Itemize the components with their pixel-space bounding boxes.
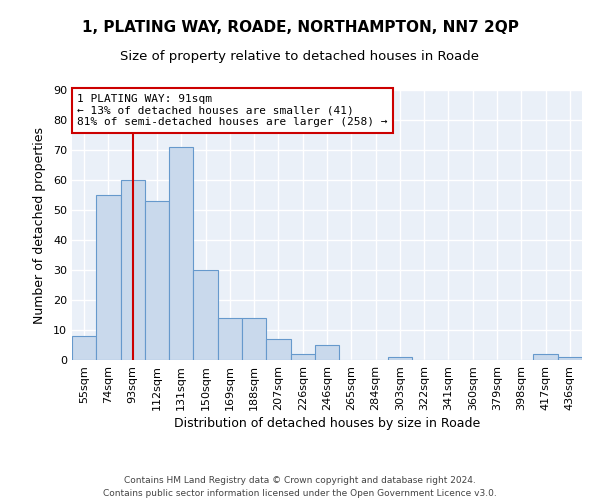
Bar — [193, 270, 218, 360]
Bar — [290, 354, 315, 360]
Bar — [169, 147, 193, 360]
Bar — [96, 195, 121, 360]
X-axis label: Distribution of detached houses by size in Roade: Distribution of detached houses by size … — [174, 417, 480, 430]
Bar — [72, 336, 96, 360]
Bar — [388, 357, 412, 360]
Bar — [533, 354, 558, 360]
Text: 1, PLATING WAY, ROADE, NORTHAMPTON, NN7 2QP: 1, PLATING WAY, ROADE, NORTHAMPTON, NN7 … — [82, 20, 518, 35]
Bar — [145, 201, 169, 360]
Bar — [558, 357, 582, 360]
Text: 1 PLATING WAY: 91sqm
← 13% of detached houses are smaller (41)
81% of semi-detac: 1 PLATING WAY: 91sqm ← 13% of detached h… — [77, 94, 388, 127]
Y-axis label: Number of detached properties: Number of detached properties — [33, 126, 46, 324]
Bar — [218, 318, 242, 360]
Text: Contains HM Land Registry data © Crown copyright and database right 2024.: Contains HM Land Registry data © Crown c… — [124, 476, 476, 485]
Bar — [315, 345, 339, 360]
Bar — [242, 318, 266, 360]
Text: Size of property relative to detached houses in Roade: Size of property relative to detached ho… — [121, 50, 479, 63]
Bar — [121, 180, 145, 360]
Bar — [266, 339, 290, 360]
Text: Contains public sector information licensed under the Open Government Licence v3: Contains public sector information licen… — [103, 488, 497, 498]
